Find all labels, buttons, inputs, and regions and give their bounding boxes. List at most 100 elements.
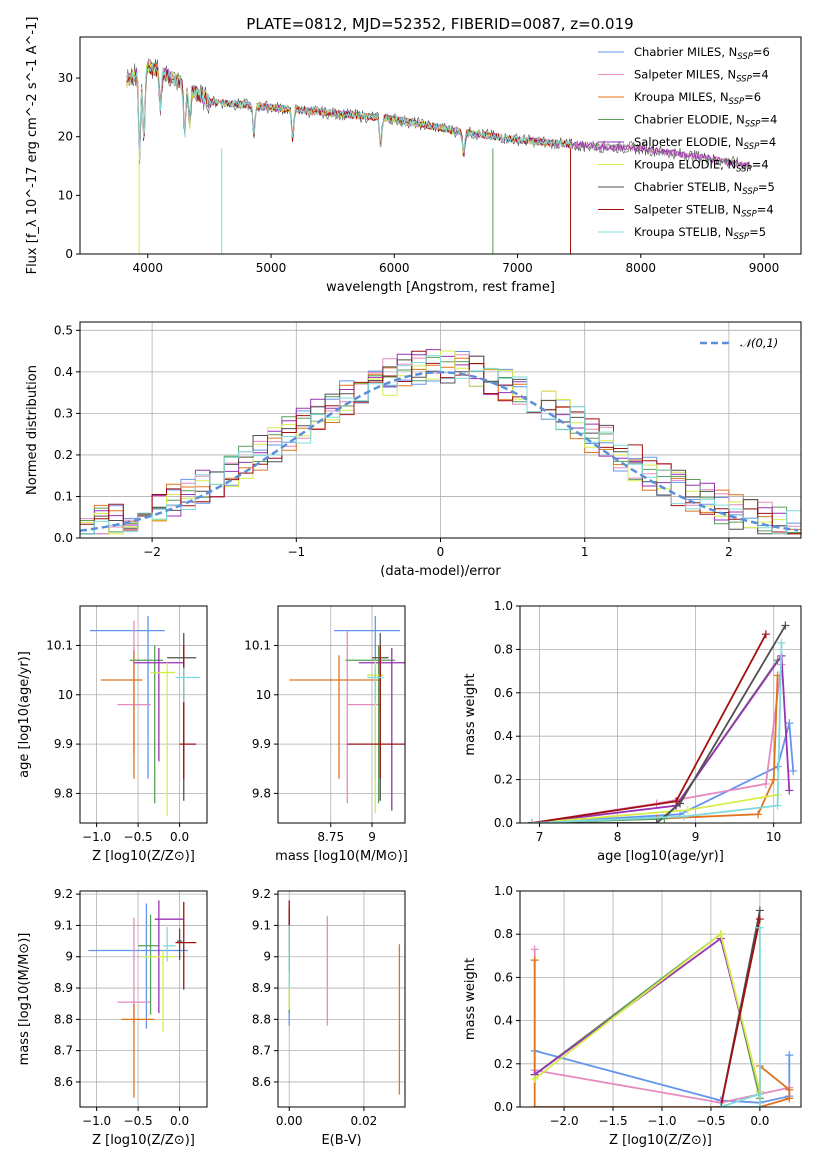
axes-frame bbox=[79, 890, 208, 1108]
legend-subscript: SSP bbox=[742, 187, 758, 197]
y-tick-label: 8.6 bbox=[252, 1075, 271, 1089]
y-axis-label: Normed distribution bbox=[25, 365, 40, 495]
legend-count: =5 bbox=[749, 225, 766, 239]
x-tick-label: 7000 bbox=[502, 261, 533, 275]
weight-point bbox=[781, 621, 790, 630]
weight-point bbox=[777, 638, 786, 647]
weight-point bbox=[785, 786, 794, 795]
legend-entry: Kroupa MILES, NSSP=6 bbox=[634, 90, 761, 107]
y-tick-label: 9.8 bbox=[54, 786, 73, 800]
legend-entry: Kroupa STELIB, NSSP=5 bbox=[634, 225, 766, 242]
weight-vs-age-panel: 7 8 9 10 0.0 0.2 0.4 0.6 0.8 1.0 age [log10(age/yr… bbox=[463, 599, 802, 864]
weight-point bbox=[527, 819, 536, 823]
y-tick-label: 20 bbox=[58, 130, 73, 144]
plot-area bbox=[527, 621, 798, 823]
spectrum-line bbox=[126, 61, 571, 159]
residuals-panel: −2 −1 0 1 2 0.0 0.1 0.2 0.3 0.4 0.5 (data-model)/er… bbox=[25, 321, 802, 579]
y-tick-label: 0 bbox=[65, 247, 73, 261]
y-tick-label: 8.8 bbox=[252, 1012, 271, 1026]
legend-count: =4 bbox=[759, 135, 776, 149]
x-tick-label: −1.0 bbox=[82, 1114, 111, 1128]
x-tick-label: 0.00 bbox=[276, 1114, 303, 1128]
y-tick-label: 8.9 bbox=[54, 981, 73, 995]
x-tick-label: −2.0 bbox=[549, 1114, 578, 1128]
axes-frame bbox=[519, 890, 802, 1108]
x-tick-label: −1.5 bbox=[598, 1114, 627, 1128]
x-tick-label: −0.5 bbox=[124, 1114, 153, 1128]
x-axis-label: E(B-V) bbox=[321, 1133, 361, 1148]
weight-point bbox=[716, 930, 725, 939]
y-tick-label: 9.2 bbox=[252, 887, 271, 901]
spectrum-line bbox=[126, 62, 571, 161]
legend-subscript: SSP bbox=[729, 97, 745, 107]
normal-curve bbox=[80, 371, 799, 532]
weight-point bbox=[755, 915, 764, 924]
x-tick-label: 1 bbox=[581, 545, 589, 559]
y-tick-label: 1.0 bbox=[494, 884, 513, 898]
x-tick-label: 10 bbox=[766, 830, 781, 844]
weight-point bbox=[769, 775, 778, 784]
axes-frame bbox=[79, 605, 208, 824]
x-axis-label: Z [log10(Z/Z⊙)] bbox=[609, 1133, 712, 1148]
y-tick-label: 10.1 bbox=[244, 638, 271, 652]
x-axis-label: Z [log10(Z/Z⊙)] bbox=[92, 1133, 195, 1148]
legend-count: =4 bbox=[757, 203, 774, 217]
weight-series-line bbox=[531, 653, 791, 823]
weight-series-line bbox=[719, 918, 761, 1107]
legend-entry: Kroupa ELODIE, NSSP=4 bbox=[634, 158, 769, 175]
axes-frame bbox=[79, 36, 802, 255]
legend-count: =6 bbox=[753, 45, 770, 59]
weight-point bbox=[773, 801, 782, 810]
weight-point bbox=[652, 819, 661, 823]
histogram-step bbox=[80, 355, 801, 535]
plot-area bbox=[288, 900, 401, 1095]
y-tick-label: 0.4 bbox=[494, 729, 513, 743]
spectrum-line bbox=[126, 62, 571, 160]
age-vs-mass-panel: 8.75 9 9.8 9.9 10 10.1 mass [log10(M/M⊙)] bbox=[244, 605, 408, 864]
y-tick-label: 10.1 bbox=[46, 638, 73, 652]
y-tick-label: 0.0 bbox=[54, 531, 73, 545]
spectrum-line bbox=[126, 63, 571, 156]
x-tick-label: −0.5 bbox=[696, 1114, 725, 1128]
y-tick-label: 0.0 bbox=[494, 1100, 513, 1114]
weight-point bbox=[785, 719, 794, 728]
x-tick-label: −1.0 bbox=[647, 1114, 676, 1128]
x-tick-label: 0.0 bbox=[170, 830, 189, 844]
legend-count: =5 bbox=[758, 180, 775, 194]
legend-count: =6 bbox=[744, 90, 761, 104]
y-tick-label: 8.7 bbox=[54, 1044, 73, 1058]
legend-subscript: SSP bbox=[741, 210, 757, 220]
weight-point bbox=[683, 805, 692, 814]
weight-point bbox=[761, 779, 770, 788]
y-tick-label: 0.2 bbox=[494, 773, 513, 787]
plot-area bbox=[126, 58, 752, 254]
x-tick-label: −1 bbox=[287, 545, 305, 559]
y-tick-label: 9 bbox=[263, 950, 271, 964]
weight-point bbox=[755, 1090, 764, 1099]
y-tick-label: 9.1 bbox=[54, 918, 73, 932]
x-axis-label: wavelength [Angstrom, rest frame] bbox=[326, 280, 555, 295]
weight-point bbox=[785, 1094, 794, 1103]
legend-subscript: SSP bbox=[736, 75, 752, 85]
y-tick-label: 8.9 bbox=[252, 981, 271, 995]
y-tick-label: 9.8 bbox=[252, 786, 271, 800]
x-tick-label: −1.0 bbox=[82, 830, 111, 844]
legend-count: =4 bbox=[752, 68, 769, 82]
x-tick-label: −0.5 bbox=[124, 830, 153, 844]
y-tick-label: 9.9 bbox=[54, 737, 73, 751]
legend-entry: Salpeter STELIB, NSSP=4 bbox=[634, 203, 774, 220]
x-tick-label: 8.75 bbox=[317, 830, 344, 844]
axes-frame bbox=[519, 605, 802, 824]
x-axis-label: Z [log10(Z/Z⊙)] bbox=[92, 849, 195, 864]
plot-area bbox=[88, 900, 197, 1098]
x-tick-label: 8000 bbox=[626, 261, 657, 275]
x-tick-label: 9 bbox=[368, 830, 376, 844]
weight-point bbox=[789, 766, 798, 775]
mass-vs-Z-panel: −1.0 −0.5 0.0 8.6 8.7 8.8 8.9 9 9.1 9.2 Z [log10(Z… bbox=[17, 887, 208, 1148]
weight-point bbox=[761, 630, 770, 639]
x-axis-label: mass [log10(M/M⊙)] bbox=[275, 849, 408, 864]
legend-entry: Salpeter ELODIE, NSSP=4 bbox=[634, 135, 776, 152]
y-tick-label: 0.4 bbox=[494, 1014, 513, 1028]
axes-frame bbox=[277, 890, 406, 1108]
y-tick-label: 9.1 bbox=[252, 918, 271, 932]
